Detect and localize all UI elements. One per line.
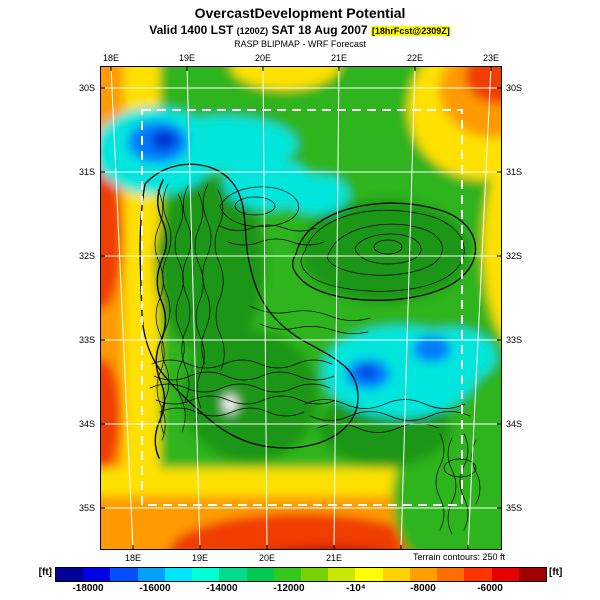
lat-label-left: 31S bbox=[78, 167, 95, 177]
lat-label-right: 32S bbox=[506, 251, 523, 261]
lat-label-left: 30S bbox=[78, 83, 95, 93]
lon-label-top: 20E bbox=[254, 53, 271, 63]
colorbar-cell bbox=[355, 568, 383, 581]
page-title: OvercastDevelopment Potential bbox=[194, 5, 406, 21]
colorbar-tick: -10⁴ bbox=[346, 583, 366, 594]
colorbar-cell bbox=[246, 568, 274, 581]
colorbar-tick: -14000 bbox=[206, 583, 238, 594]
latlon-grid bbox=[100, 66, 502, 550]
colorbar-unit-left: [ft] bbox=[38, 567, 52, 578]
lon-label-bottom: 21E bbox=[325, 553, 342, 563]
lon-label-top: 22E bbox=[406, 53, 423, 63]
lon-label-bottom: 19E bbox=[191, 553, 208, 563]
lat-label-left: 33S bbox=[78, 335, 95, 345]
lon-label-top: 19E bbox=[178, 53, 195, 63]
lat-label-right: 33S bbox=[506, 335, 523, 345]
lon-label-top: 18E bbox=[102, 53, 119, 63]
valid-zulu: (1200Z) bbox=[236, 26, 269, 36]
lon-label-bottom: 18E bbox=[124, 553, 141, 563]
valid-line: Valid 1400 LST (1200Z) SAT 18 Aug 2007 [… bbox=[0, 23, 600, 37]
colorbar-cell bbox=[382, 568, 410, 581]
map-plot bbox=[100, 66, 502, 550]
source-line: RASP BLIPMAP - WRF Forecast bbox=[234, 39, 366, 49]
colorbar-cell bbox=[219, 568, 247, 581]
colorbar-cell bbox=[409, 568, 438, 581]
colorbar-tick: -6000 bbox=[477, 583, 503, 594]
colorbar-cells bbox=[55, 567, 547, 582]
colorbar-cell bbox=[192, 568, 220, 581]
lat-label-right: 35S bbox=[506, 503, 523, 513]
terrain-contour-lines bbox=[139, 163, 481, 535]
colorbar-cell bbox=[56, 568, 84, 581]
colorbar-cell bbox=[164, 568, 193, 581]
lon-label-bottom: 20E bbox=[258, 553, 275, 563]
colorbar-tick: -16000 bbox=[139, 583, 171, 594]
colorbar-cell bbox=[83, 568, 111, 581]
map-canvas bbox=[100, 66, 502, 550]
forecast-tag: [18hrFcst@2309Z] bbox=[370, 26, 451, 36]
lon-label-top: 23E bbox=[482, 53, 499, 63]
od-potential-field bbox=[100, 66, 502, 550]
lat-label-left: 32S bbox=[78, 251, 95, 261]
colorbar-cell bbox=[137, 568, 165, 581]
colorbar-cell bbox=[110, 568, 138, 581]
lat-label-left: 35S bbox=[78, 503, 95, 513]
colorbar-cell bbox=[328, 568, 356, 581]
lat-label-right: 34S bbox=[506, 419, 523, 429]
terrain-note: Terrain contours: 250 ft bbox=[412, 552, 505, 562]
colorbar-cell bbox=[491, 568, 519, 581]
colorbar-cell bbox=[518, 568, 546, 581]
lat-label-right: 31S bbox=[506, 167, 523, 177]
model-domain-box bbox=[141, 109, 463, 506]
colorbar-unit-right: [ft] bbox=[549, 567, 563, 578]
lat-label-left: 34S bbox=[78, 419, 95, 429]
valid-prefix: Valid 1400 LST bbox=[149, 23, 234, 37]
colorbar-tick: -8000 bbox=[410, 583, 436, 594]
colorbar-cell bbox=[464, 568, 492, 581]
valid-date: SAT 18 Aug 2007 bbox=[271, 23, 368, 37]
colorbar-tick: -18000 bbox=[72, 583, 104, 594]
colorbar-cell bbox=[273, 568, 301, 581]
lat-label-right: 30S bbox=[506, 83, 523, 93]
map-frame-ticks bbox=[100, 66, 502, 550]
colorbar-cell bbox=[300, 568, 329, 581]
lon-label-top: 21E bbox=[330, 53, 347, 63]
colorbar-tick: -12000 bbox=[273, 583, 305, 594]
colorbar-cell bbox=[437, 568, 465, 581]
